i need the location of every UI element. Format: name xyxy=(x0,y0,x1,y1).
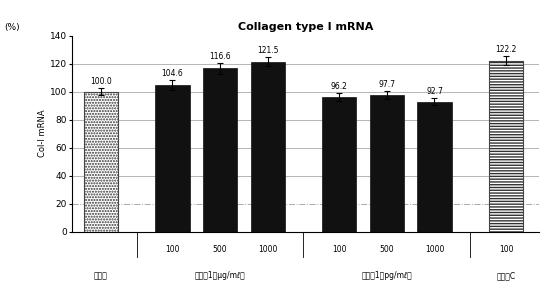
Text: 100: 100 xyxy=(499,245,513,255)
Bar xyxy=(155,85,190,232)
Bar xyxy=(370,95,404,232)
Text: 500: 500 xyxy=(380,245,394,255)
Bar xyxy=(489,61,523,232)
Text: 1000: 1000 xyxy=(258,245,277,255)
Text: 104.6: 104.6 xyxy=(161,69,183,78)
Bar xyxy=(84,92,118,232)
Bar xyxy=(84,92,118,232)
Text: 121.5: 121.5 xyxy=(257,46,279,55)
Text: 122.2: 122.2 xyxy=(495,45,517,54)
Bar xyxy=(489,61,523,232)
Bar xyxy=(418,102,451,232)
Text: 92.7: 92.7 xyxy=(426,87,443,96)
Text: 1000: 1000 xyxy=(425,245,444,255)
Text: 116.6: 116.6 xyxy=(209,52,231,61)
Bar xyxy=(251,61,285,232)
Text: 100.0: 100.0 xyxy=(90,77,112,86)
Text: 97.7: 97.7 xyxy=(378,80,395,89)
Bar xyxy=(322,97,356,232)
Text: 500: 500 xyxy=(213,245,227,255)
Text: (%): (%) xyxy=(4,23,19,32)
Title: Collagen type I mRNA: Collagen type I mRNA xyxy=(238,22,374,32)
Text: 实施例1（μg/mℓ）: 实施例1（μg/mℓ） xyxy=(195,271,245,280)
Text: 100: 100 xyxy=(165,245,180,255)
Text: 标题物C: 标题物C xyxy=(497,271,515,280)
Y-axis label: Col-Ⅰ mRNA: Col-Ⅰ mRNA xyxy=(38,110,47,157)
Text: 比较例1（pg/mℓ）: 比较例1（pg/mℓ） xyxy=(361,271,412,280)
Bar xyxy=(203,68,237,232)
Text: 100: 100 xyxy=(332,245,346,255)
Text: 96.2: 96.2 xyxy=(331,82,348,91)
Text: 对照组: 对照组 xyxy=(94,271,108,280)
